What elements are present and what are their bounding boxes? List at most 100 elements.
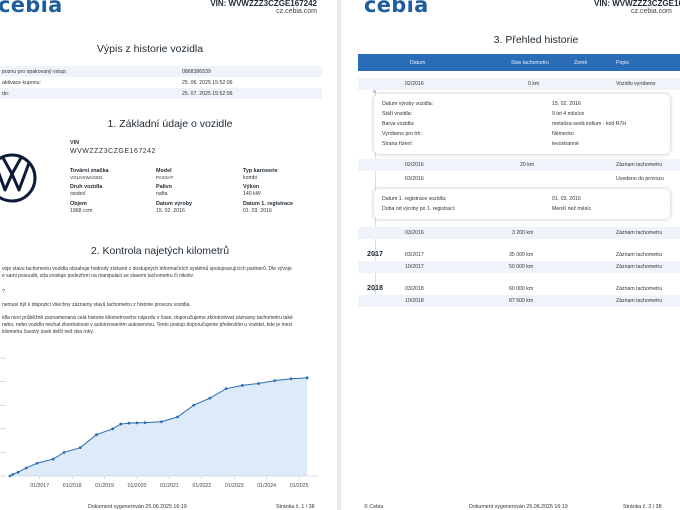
website-link[interactable]: cz.cebia.com <box>276 8 317 15</box>
odometer-point <box>119 422 123 426</box>
card-value: 15. 02. 2016 <box>552 101 581 107</box>
paragraph-line: kilometru časový úsek delší než dva roky… <box>2 329 94 335</box>
odometer-point <box>208 396 212 400</box>
card-label: Doba od výroby po 1. registraci: <box>382 206 456 212</box>
odometer-chart: 01/2017 01/2018 01/2019 01/2020 01/2021 01/20… <box>0 357 318 489</box>
x-tick-label: 01/2020 <box>128 483 147 489</box>
intro-paragraph: voje stavu tachometru vozidla obsahuje h… <box>2 266 332 280</box>
vin-header: VIN: WVWZZZ3CZGE167242 <box>210 0 317 8</box>
footer-copyright: © Cebia <box>364 504 384 510</box>
card-label: Barva vozidla: <box>382 121 415 127</box>
spec-label: Datum výroby <box>156 201 192 207</box>
section-basic-info-title: 1. Základní údaje o vozidle <box>107 118 233 130</box>
row-odometer: 3 200 km <box>512 230 534 236</box>
spec-label: Datum 1. registrace <box>243 201 294 207</box>
card-value: 9 let 4 měsíce <box>552 111 585 117</box>
odometer-point <box>224 387 228 391</box>
paragraph-line: nebo, nebo vozidlo nechat zkontrolovat v… <box>2 322 293 328</box>
odometer-point <box>11 473 15 476</box>
advice-paragraph: idla není průběžně zaznamenaná celá hist… <box>2 315 332 336</box>
odometer-point <box>192 403 196 407</box>
spec-label: Tovární značka <box>70 168 109 174</box>
history-title: 3. Přehled historie <box>493 34 579 46</box>
odometer-point <box>111 427 115 431</box>
row-odometer: 35 000 km <box>509 252 534 258</box>
odometer-point <box>51 457 55 461</box>
history-row: 02/2016 20 km Záznam tachometru <box>358 159 680 171</box>
spec-value: PASSAT <box>156 175 174 180</box>
production-info-card: Datum výroby vozidla: 15. 02. 2016 Stáří… <box>374 94 670 154</box>
paragraph-line: voje stavu tachometru vozidla obsahuje h… <box>2 266 292 272</box>
vin-label: VIN <box>70 140 79 146</box>
column-header-date: Datum <box>410 60 426 66</box>
row-date: 10/2018 <box>405 298 424 304</box>
row-odometer: 60 000 km <box>509 286 534 292</box>
row-date: 03/2016 <box>405 176 424 182</box>
footer-page-number: Stránka č. 2 / 38 <box>623 504 662 510</box>
row-description: Záznam tachometru <box>616 264 663 270</box>
history-row: 03/2016 3 200 km Záznam tachometru <box>358 227 680 239</box>
paragraph-line: idla není průběžně zaznamenaná celá hist… <box>2 315 293 321</box>
spec-value: 15. 02. 2016 <box>156 208 185 214</box>
spec-value: 1968 ccm <box>70 208 93 214</box>
card-label: Datum 1. registrace vozidla: <box>382 196 447 202</box>
odometer-point <box>16 470 20 474</box>
coupon-row: poznu pro opakovaný vstup: 0868386539 <box>0 66 322 77</box>
odometer-point <box>127 421 131 425</box>
cebia-logo: cebia <box>364 0 429 17</box>
odometer-point <box>62 451 66 454</box>
x-tick-label: 01/2019 <box>95 483 114 489</box>
odometer-point <box>135 421 139 425</box>
footer-page-number: Stránka č. 1 / 38 <box>276 504 315 510</box>
odometer-point <box>305 376 309 380</box>
spec-label: Model <box>156 168 172 174</box>
row-odometer: 87 500 km <box>509 298 534 304</box>
row-date: 10/2017 <box>405 264 424 270</box>
x-tick-label: 01/2017 <box>30 483 49 489</box>
row-description: Záznam tachometru <box>616 286 663 292</box>
history-row: 03/2016 Uvedeno do provozu <box>358 173 680 185</box>
column-header-odometer: Stav tachometru <box>511 60 549 66</box>
history-row: 03/2018 60 000 km Záznam tachometru <box>358 283 680 295</box>
coupon-label: poznu pro opakovaný vstup: <box>2 68 67 75</box>
vin-header: VIN: WVWZZZ3CZGE167242 <box>594 0 680 8</box>
odometer-point <box>240 383 244 387</box>
note-paragraph: nemusí být k dispozici všechny záznamy s… <box>2 302 191 308</box>
row-description: Uvedeno do provozu <box>616 176 664 182</box>
year-label: 2018 <box>367 283 383 292</box>
spec-value: nafta <box>156 191 168 197</box>
x-tick-label: 01/2021 <box>160 483 179 489</box>
odometer-line <box>9 377 308 477</box>
spec-label: Objem <box>70 201 87 207</box>
odometer-point <box>95 433 98 437</box>
history-row: 02/2016 0 km Vozidlo vyrobeno <box>358 78 680 90</box>
spec-value: VOLKSWAGEN <box>70 175 103 180</box>
odometer-point <box>176 415 179 419</box>
footer-generated: Dokument vygenerován 25.06.2025 16:19 <box>469 504 568 510</box>
card-label: Strana řízení: <box>382 141 414 147</box>
row-description: Záznam tachometru <box>616 252 663 258</box>
report-page-2: cebia VIN: WVWZZZ3CZGE167242 cz.cebia.co… <box>341 0 680 510</box>
coupon-value: 0868386539 <box>182 68 211 75</box>
website-link[interactable]: cz.cebia.com <box>631 8 672 15</box>
row-description: Záznam tachometru <box>616 298 663 304</box>
vin-value: WVWZZZ3CZGE167242 <box>70 148 156 155</box>
timeline-dot <box>373 90 376 93</box>
x-tick-label: 01/2022 <box>192 483 211 489</box>
coupon-label: do: <box>2 90 10 97</box>
x-tick-label: 01/2023 <box>225 483 244 489</box>
row-date: 03/2018 <box>405 286 424 292</box>
row-description: Vozidlo vyrobeno <box>616 81 656 87</box>
section-odometer-title: 2. Kontrola najetých kilometrů <box>90 245 230 257</box>
report-page-1: cebia VIN: WVWZZZ3CZGE167242 cz.cebia.co… <box>0 0 337 510</box>
row-description: Záznam tachometru <box>616 230 663 236</box>
page-title: Výpis z historie vozidla <box>96 43 204 55</box>
odometer-point <box>24 466 28 470</box>
odometer-point <box>159 420 163 424</box>
odometer-point <box>257 382 260 385</box>
row-date: 02/2016 <box>405 162 424 168</box>
coupon-label: aktivace kuponu: <box>2 79 41 86</box>
odometer-point <box>289 377 293 381</box>
row-date: 03/2016 <box>405 230 424 236</box>
card-value: levostranné <box>552 141 579 147</box>
